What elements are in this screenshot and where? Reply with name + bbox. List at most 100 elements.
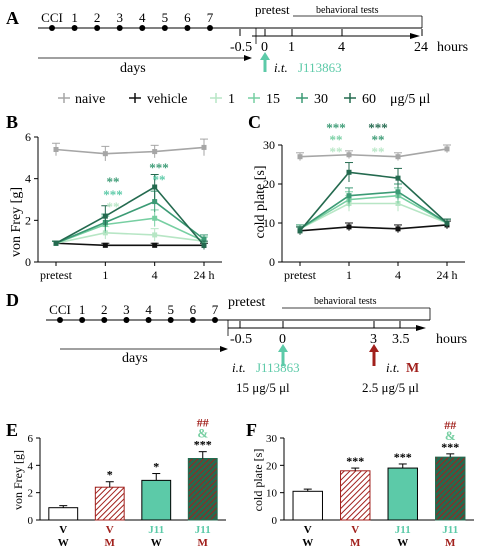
e-cat-bot-0: W <box>58 537 69 549</box>
panel-d: D CCI 1 2 3 4 5 6 7 pretest behavioral tests da… <box>6 290 467 395</box>
e-cat-top-2: J11 <box>148 524 164 536</box>
d-day-label-6: 6 <box>190 302 197 317</box>
f-cat-top-3: J11 <box>442 524 458 536</box>
days-arrowhead <box>244 55 252 61</box>
e-ytick-label-2: 4 <box>28 460 34 472</box>
f-cat-bot-2: W <box>397 537 408 549</box>
d-day-dot-7 <box>212 317 218 323</box>
behavioral-tests-label: behavioral tests <box>316 5 379 16</box>
f-sig-3: *** <box>441 440 459 454</box>
e-cat-bot-3: M <box>198 537 209 549</box>
e-cat-top-3: J11 <box>195 524 211 536</box>
b-point-vehicle-1 <box>102 242 108 248</box>
a-day-label-3: 3 <box>116 10 123 25</box>
d-hours-label: hours <box>436 332 467 347</box>
sig-b4-b: ** <box>153 172 166 187</box>
a-day-label-2: 2 <box>94 10 101 25</box>
d-behavioral-label: behavioral tests <box>314 296 377 307</box>
a-day-label-7: 7 <box>207 10 214 25</box>
e-sig-2: * <box>153 460 159 474</box>
c-point-30-1 <box>346 193 352 199</box>
e-ytick-label-0: 0 <box>28 515 34 527</box>
b-ytick-label-3: 6 <box>25 130 31 144</box>
legend-60: 60 <box>362 92 376 107</box>
sig-c1-c: ** <box>330 144 343 159</box>
sig-c4-a: *** <box>368 120 388 135</box>
a-day-label-1: 1 <box>71 10 78 25</box>
plot-b: 0 2 4 6 pretest 1 4 24 h <box>25 130 222 282</box>
f-cat-top-0: V <box>304 524 312 536</box>
tick-1: 1 <box>288 40 295 55</box>
d-drug-1: J113863 <box>256 360 300 375</box>
e-bar-2 <box>141 479 172 521</box>
d-day-label-1: 1 <box>79 302 86 317</box>
panel-c-ylabel: cold plate [s] <box>253 165 268 238</box>
legend-unit: μg/5 μl <box>390 92 430 107</box>
sig-b4-a: *** <box>149 160 169 175</box>
b-point-naive-0 <box>53 147 59 152</box>
d-day-dot-1 <box>79 317 86 323</box>
b-ytick-label-1: 2 <box>25 213 31 227</box>
f-sig-1: *** <box>346 454 364 468</box>
legend-1: 1 <box>228 92 235 107</box>
b-line-30 <box>55 200 205 244</box>
panel-c-sig-1: *** ** ** <box>326 120 346 159</box>
f-sig-2: *** <box>394 450 412 464</box>
plot-c: 0 10 20 30 pretest 1 4 24 h <box>263 138 465 282</box>
c-point-60-2 <box>395 175 401 181</box>
hours-ticks: -0.5 0 1 4 24 hours <box>230 29 468 55</box>
b-point-naive-1 <box>102 151 108 157</box>
c-line-naive <box>299 148 448 158</box>
f-cat-bot-1: M <box>350 537 361 549</box>
legend-15: 15 <box>266 92 280 107</box>
e-cat-top-1: V <box>106 524 114 536</box>
a-day-dot-6 <box>184 25 191 31</box>
c-point-60-0 <box>297 228 303 234</box>
panel-c-sig-4: *** ** ** <box>368 120 388 159</box>
b-point-1-2 <box>152 232 158 238</box>
d-hours-ticks: -0.5 0 3 3.5 hours <box>230 321 467 347</box>
sig-c4-b: ** <box>372 132 385 147</box>
e-bar-1 <box>94 486 125 521</box>
d-day-label-4: 4 <box>145 302 152 317</box>
sig-c1-a: *** <box>326 120 346 135</box>
b-xtick-label-0: pretest <box>40 268 73 282</box>
a-day-dot-0 <box>49 25 55 31</box>
d-dose-1: 15 μg/5 μl <box>236 380 290 395</box>
f-ytick-label-0: 0 <box>272 515 278 527</box>
b-line-1 <box>55 232 205 245</box>
panel-b-sig-1: ** *** ** <box>103 174 123 214</box>
f-bar-0 <box>292 490 323 521</box>
d-day-dot-3 <box>123 317 130 323</box>
d-tick-3-5: 3.5 <box>392 332 410 347</box>
f-amp: & <box>445 428 456 443</box>
a-day-label-0: CCI <box>41 10 63 25</box>
it-label: i.t. <box>274 60 288 75</box>
e-cat-top-0: V <box>59 524 67 536</box>
f-cat-top-2: J11 <box>395 524 411 536</box>
panel-letter-b: B <box>6 112 18 132</box>
sig-b1-b: *** <box>103 187 123 202</box>
a-day-dot-3 <box>116 25 123 31</box>
c-point-naive-1 <box>346 152 352 158</box>
d-day-dot-4 <box>145 317 152 323</box>
legend-30: 30 <box>314 92 328 107</box>
hours-label: hours <box>437 40 468 55</box>
d-drug-2: M <box>406 361 419 376</box>
b-point-60-2 <box>152 184 158 190</box>
sig-b1-a: ** <box>107 174 120 189</box>
legend: naive vehicle 1 15 30 60 μg/5 μl <box>58 92 430 107</box>
c-line-30 <box>299 190 448 230</box>
f-ytick-label-1: 10 <box>266 488 278 500</box>
days-ticks: CCI 1 2 3 4 5 6 7 <box>41 10 214 31</box>
a-day-dot-4 <box>139 25 146 31</box>
f-cat-bot-3: M <box>445 537 456 549</box>
c-line-1 <box>299 202 448 230</box>
d-days-ticks: CCI 1 2 3 4 5 6 7 <box>49 302 219 323</box>
c-ytick-label-2: 20 <box>263 177 275 191</box>
c-xtick-label-2: 4 <box>395 268 401 282</box>
e-cat-bot-1: M <box>105 537 116 549</box>
